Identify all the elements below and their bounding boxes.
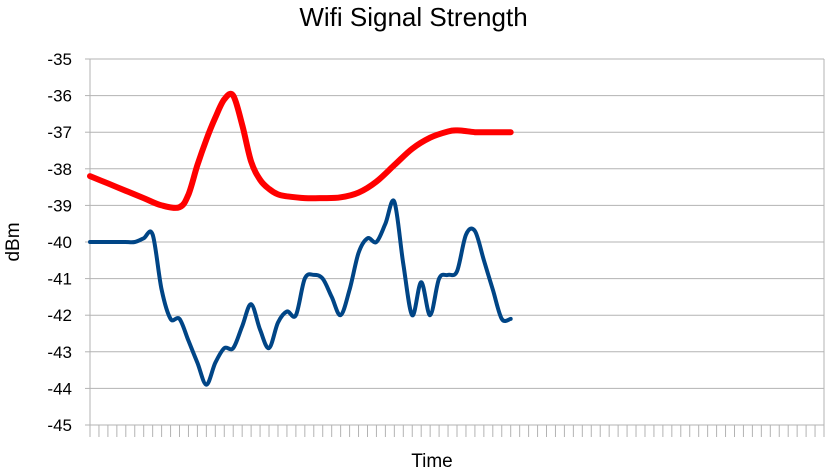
y-tick-labels: -35 -36 -37 -38 -39 -40 -41 -42 -43 -44 -45 [47,50,90,435]
x-axis-title: Time [411,451,453,470]
series-line-2 [88,198,513,387]
y-tick-label: -42 [47,306,72,325]
series-line-1 [87,90,514,211]
y-tick-label: -41 [47,270,72,289]
y-axis-title: dBm [3,222,24,261]
y-tick-label: -43 [47,343,72,362]
y-tick-label: -40 [47,233,72,252]
y-tick-label: -37 [47,123,72,142]
series-lines [87,90,514,387]
y-tick-label: -44 [47,379,72,398]
y-tick-label: -45 [47,416,72,435]
y-tick-label: -35 [47,50,72,69]
y-tick-label: -38 [47,160,72,179]
y-tick-label: -36 [47,87,72,106]
y-tick-label: -39 [47,196,72,215]
chart-title: Wifi Signal Strength [299,2,528,32]
x-tick-marks [89,425,825,437]
